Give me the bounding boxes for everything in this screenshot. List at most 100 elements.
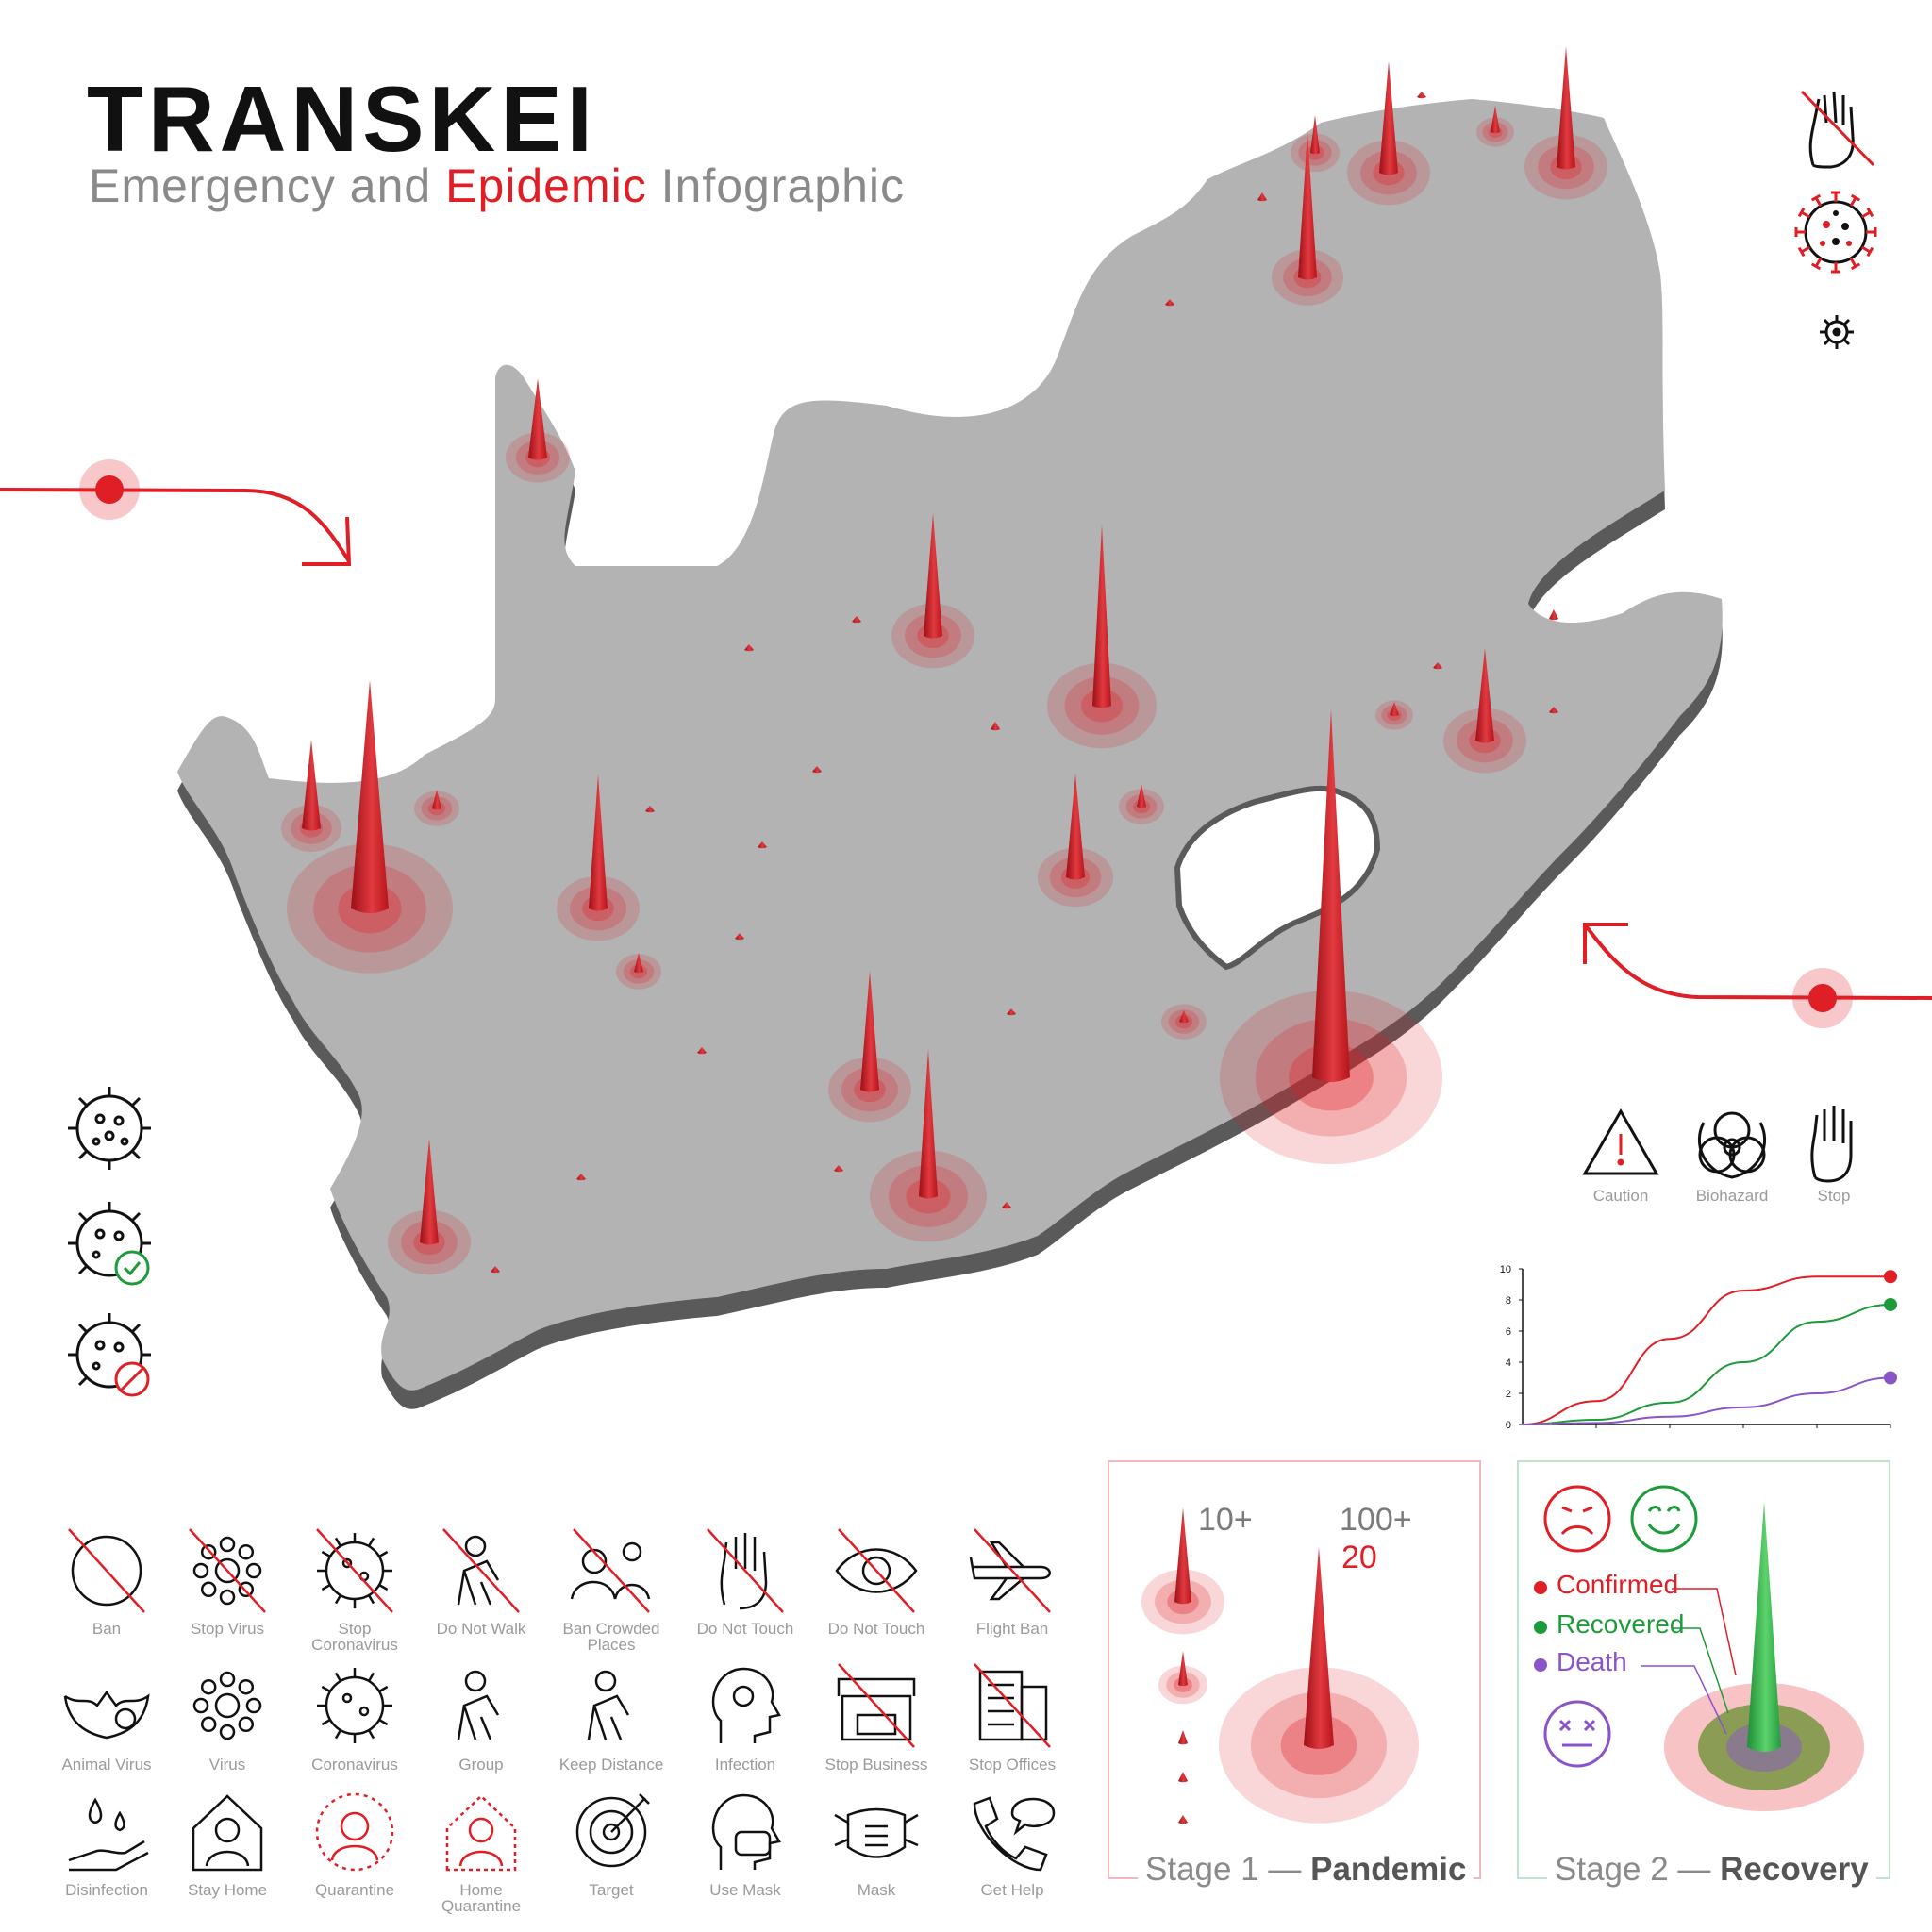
icon-grid (63, 1528, 1056, 1872)
do-not-touch-hand-icon (707, 1528, 784, 1613)
dead-face-icon (1543, 1700, 1611, 1768)
recovered-label: Recovered (1557, 1609, 1685, 1639)
y-tick-label: 10 (1500, 1264, 1511, 1275)
spike-cone (1007, 1008, 1016, 1016)
icon-grid-label: Group (458, 1756, 504, 1774)
mask-icon (834, 1807, 919, 1858)
confirmed-label: Confirmed (1557, 1570, 1679, 1599)
y-tick-label: 8 (1506, 1295, 1511, 1307)
recovered-dot (1534, 1621, 1547, 1634)
spike-cone (1298, 132, 1317, 280)
legend-spike (1219, 1547, 1419, 1824)
icon-grid-label: Stop Virus (190, 1620, 265, 1638)
spike-cone (1379, 61, 1398, 175)
keep-distance-icon (587, 1670, 630, 1740)
outbreak-spike (1347, 61, 1430, 206)
outbreak-spike (1476, 106, 1514, 147)
arrow-head (302, 516, 352, 566)
legend-count: 20 (1341, 1540, 1377, 1575)
outbreak-spike (616, 953, 661, 990)
outbreak-spike (1161, 1004, 1207, 1040)
coronavirus-check-icon (68, 1202, 151, 1286)
subtitle-accent: Epidemic (445, 159, 647, 212)
outbreak-spike (697, 1047, 707, 1055)
coronavirus-icon (317, 1668, 392, 1743)
spike-cone (302, 740, 321, 831)
spike-cone (1475, 648, 1494, 743)
caution-icon (1582, 1108, 1659, 1175)
disinfection-icon (68, 1797, 149, 1872)
outbreak-spike (1119, 784, 1164, 824)
ban-slash (974, 1528, 1051, 1613)
outbreak-spike (1433, 662, 1442, 670)
stop-label: Stop (1817, 1187, 1851, 1205)
happy-face-eyes (1647, 1506, 1681, 1512)
spike-cone (1092, 525, 1111, 708)
outbreak-spike (1257, 192, 1267, 202)
icon-grid-label: Animal Virus (61, 1756, 152, 1774)
spike-cone (634, 953, 643, 974)
series-end-point (1884, 1371, 1897, 1385)
spike-cone (1549, 609, 1558, 621)
stage2-caption-bold: Recovery (1720, 1851, 1869, 1888)
legend-spike-cone (1178, 1772, 1188, 1783)
biohazard-label: Biohazard (1695, 1187, 1769, 1205)
spike-cone (351, 680, 389, 913)
outbreak-spike (1417, 92, 1426, 99)
sad-face-mouth (1560, 1525, 1594, 1536)
arrow-in-left (0, 459, 352, 566)
home-quarantine-icon (445, 1794, 517, 1872)
spike-cone (834, 1165, 843, 1173)
arrow-in-right (1583, 923, 1932, 1028)
icon-grid-label: Flight Ban (975, 1620, 1049, 1638)
icon-grid-label: Virus (208, 1756, 246, 1774)
stage2-caption: Stage 2 — Recovery (1547, 1851, 1876, 1889)
ban-slash (442, 1528, 520, 1613)
outbreak-spike (388, 1139, 471, 1275)
page-subtitle: Emergency and Epidemic Infographic (89, 158, 905, 213)
legend-spike-cone (1178, 1815, 1188, 1824)
outbreak-spike (1524, 46, 1607, 200)
series-line (1522, 1275, 1890, 1425)
spike-cone (735, 933, 744, 941)
spike-cone (528, 378, 547, 460)
spike-cone (645, 806, 655, 813)
legend-spike (1141, 1507, 1224, 1635)
icon-grid-label: Ban Crowded Places (562, 1620, 660, 1654)
legend-spike (1158, 1651, 1208, 1705)
outbreak-spike (287, 680, 453, 974)
icon-grid-label: Keep Distance (558, 1756, 664, 1774)
y-tick-label: 0 (1506, 1420, 1511, 1431)
spike-cone (919, 1049, 938, 1199)
outbreak-spike (744, 644, 754, 652)
icon-grid-label: Do Not Touch (696, 1620, 794, 1638)
icon-grid-label: Stay Home (187, 1881, 268, 1899)
outbreak-spike (828, 971, 911, 1123)
death-dot (1534, 1658, 1547, 1672)
arrow-line (0, 488, 351, 563)
do-not-walk-icon (442, 1528, 520, 1613)
virus-spike (1849, 257, 1857, 268)
spike-cone (1002, 1202, 1011, 1209)
outbreak-spike (852, 616, 861, 624)
trend-chart: 0 2 4 6 8 10 (1500, 1264, 1897, 1431)
spike-cone (697, 1047, 707, 1055)
spike-cone (420, 1139, 439, 1245)
outbreak-spike (1443, 648, 1526, 774)
stage1-legend (1108, 1460, 1481, 1879)
legend-spike-cone (1178, 1730, 1188, 1745)
target-icon (575, 1793, 650, 1868)
spike-cone (758, 841, 767, 849)
virus-spike-tip (1797, 207, 1806, 218)
outbreak-spike (1007, 1008, 1016, 1016)
small-virus-icon (1820, 315, 1854, 349)
icon-grid-label: Get Help (980, 1881, 1044, 1899)
spike-cone (1137, 784, 1146, 808)
outbreak-spike (735, 933, 744, 941)
legend-big-label: 100+ (1340, 1502, 1412, 1538)
legend-spike-cone (1174, 1507, 1191, 1605)
virus-spike (1849, 196, 1857, 208)
spike-cone (1165, 299, 1174, 307)
ban-slash (974, 1663, 1051, 1748)
